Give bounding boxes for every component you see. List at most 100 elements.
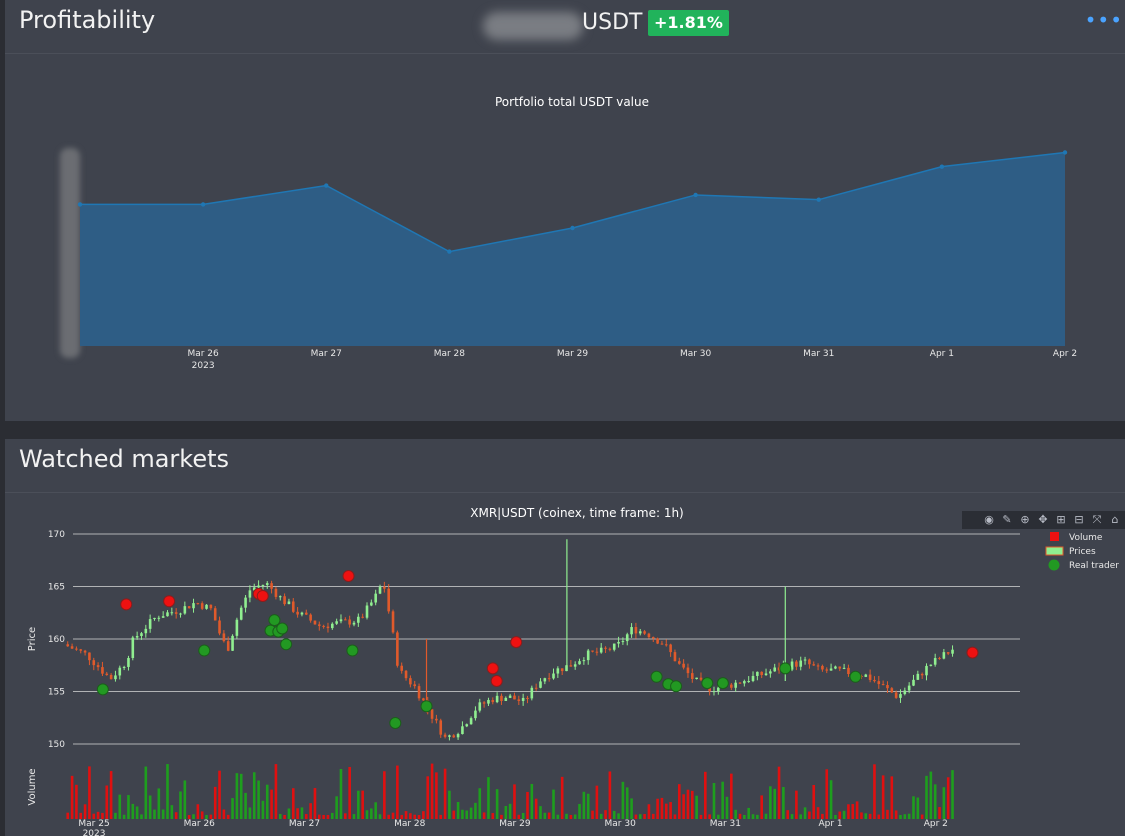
candle [461,726,464,735]
candle [157,617,161,619]
legend-trader-label: Real trader [1069,561,1119,571]
candle [699,677,703,680]
x-tick-label: Mar 31 [710,819,741,829]
x-tick-label: Apr 1 [819,819,843,829]
candle [951,649,954,654]
volume-bar [786,810,790,819]
candle [478,702,482,711]
volume-bar [873,764,876,819]
volume-bar [495,789,499,819]
volume-bar [699,814,703,819]
candle [669,644,672,653]
candle [534,687,538,689]
candle [946,652,950,654]
autoscale-icon[interactable]: ⤧ [1092,513,1102,526]
volume-bar [651,813,655,819]
volume-bar [855,801,859,819]
candle [500,695,503,701]
candle [96,665,100,668]
volume-bar [604,810,607,819]
volume-bar [929,771,933,819]
volume-bar [270,789,273,819]
volume-bar [747,807,750,819]
candle [504,697,508,701]
candle [864,674,868,677]
volume-bar [131,803,135,819]
candle [101,667,104,674]
candle [192,603,195,609]
x-tick-label: Mar 27 [311,349,342,359]
area-point [939,164,945,169]
volume-bar [534,798,538,819]
volume-bar [868,813,872,819]
candle [283,596,286,605]
candle [439,720,443,735]
volume-bar [239,773,243,819]
volume-bar [704,771,707,819]
volume-bar [842,810,846,819]
trade-marker-red [486,662,499,675]
volume-bar [669,802,672,819]
trade-marker-green [716,677,729,690]
candle [595,651,599,653]
volume-bar [474,802,477,819]
candle [118,667,122,676]
markets-title: Watched markets [19,445,230,473]
zoom-in-icon[interactable]: ⊞ [1056,513,1066,526]
candle [738,682,742,684]
candle [712,691,716,693]
candle [291,601,295,612]
volume-bar [682,794,685,819]
candle [200,603,204,609]
camera-icon[interactable]: ◉ [984,513,994,526]
candle [244,597,247,608]
volume-bar [365,810,369,819]
more-dots-icon[interactable]: ••• [1084,8,1123,32]
candle [270,583,273,589]
volume-bar [903,814,907,819]
candle [916,673,920,680]
candle [890,688,894,693]
volume-bar [213,786,217,819]
home-icon[interactable]: ⌂ [1111,513,1119,526]
pencil-icon[interactable]: ✎ [1002,513,1012,526]
candle [409,678,412,685]
pan-icon[interactable]: ✥ [1038,513,1048,526]
x-tick-label: Mar 28 [394,819,426,829]
trade-marker-green [849,670,862,683]
volume-bar [951,770,954,819]
redacted-value [483,12,583,40]
candle [161,616,165,618]
volume-bar [456,801,460,819]
volume-bar [664,803,668,819]
candle [261,584,265,586]
zoom-out-icon[interactable]: ⊟ [1074,513,1084,526]
candle [881,684,885,686]
x-tick-label: Apr 2 [924,819,948,829]
volume-bar [283,814,286,819]
candle [66,644,70,647]
volume-bar [812,784,816,819]
volume-bar [83,804,87,819]
volume-bar [435,772,438,819]
volume-bar [209,814,213,819]
candle [344,619,347,621]
candle [508,695,512,698]
volume-bar [734,809,737,819]
candle [387,588,390,612]
volume-bar [465,810,469,819]
candle [166,612,169,617]
candle [790,661,794,670]
volume-bar [400,814,404,819]
currency-label: USDT [582,10,643,35]
candle [933,658,937,665]
volume-bar [331,812,334,819]
candle [907,685,911,691]
volume-bar [426,776,430,819]
volume-bar [274,764,278,819]
volume-bar [881,775,885,819]
zoom-icon[interactable]: ⊕ [1020,513,1030,526]
volume-bar [252,772,256,819]
candle [400,665,404,671]
y-tick-label: 170 [48,530,65,540]
